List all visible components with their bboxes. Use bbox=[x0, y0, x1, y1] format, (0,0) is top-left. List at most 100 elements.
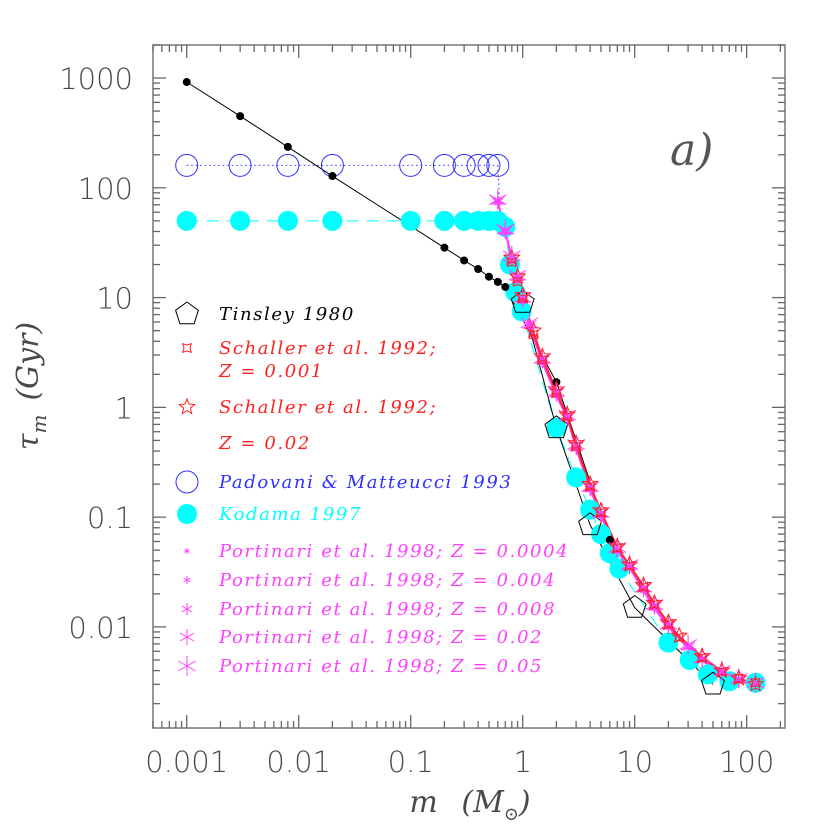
legend-label-1: Tinsley 1980 bbox=[219, 304, 355, 325]
asterisk-stroke bbox=[496, 223, 515, 235]
data-point-series-2 bbox=[551, 388, 562, 399]
data-point-series-3 bbox=[634, 575, 653, 593]
legend-marker-1 bbox=[175, 301, 199, 325]
asterisk-stroke bbox=[488, 194, 507, 206]
data-point-series-5 bbox=[580, 499, 601, 520]
data-point-series-1 bbox=[544, 415, 569, 439]
data-point-series-1 bbox=[622, 594, 647, 618]
data-point-series-4 bbox=[276, 153, 300, 177]
y-tick-labels: 0.01 0.1 1 10 100 1000 bbox=[59, 62, 133, 645]
data-point-series-10 bbox=[496, 219, 515, 240]
x-tick-label: 0.1 bbox=[388, 745, 434, 779]
data-point-series-2 bbox=[571, 441, 582, 452]
legend-label-2: Schaller et al. 1992; bbox=[219, 338, 437, 359]
data-point-series-10 bbox=[712, 660, 731, 681]
data-point-series-0 bbox=[236, 112, 245, 121]
asterisk-stroke bbox=[712, 665, 731, 677]
data-point-series-2 bbox=[512, 276, 523, 287]
legend-label-4: Padovani & Matteucci 1993 bbox=[218, 472, 512, 493]
data-point-series-1 bbox=[578, 512, 603, 536]
legend-label-6: Portinari et al. 1998; Z = 0.0004 bbox=[218, 541, 569, 562]
series-markers bbox=[175, 78, 766, 695]
data-point-series-10 bbox=[547, 381, 566, 402]
y-label-unit: (Gyr) bbox=[11, 322, 46, 401]
data-point-series-4 bbox=[466, 153, 490, 177]
data-point-series-0 bbox=[460, 256, 469, 265]
legend-label-5: Kodama 1997 bbox=[218, 504, 362, 525]
asterisk-stroke bbox=[533, 352, 552, 364]
x-label-unit-sub: ⊙ bbox=[504, 804, 519, 825]
series-line-1 bbox=[522, 302, 714, 685]
data-point-series-5 bbox=[230, 210, 251, 231]
x-label-close: ) bbox=[518, 785, 531, 820]
y-label-symbol: τ bbox=[11, 433, 46, 450]
x-tick-label: 0.01 bbox=[266, 745, 331, 779]
data-point-series-10 bbox=[729, 668, 748, 689]
data-point-series-0 bbox=[182, 78, 191, 87]
asterisk-stroke bbox=[183, 577, 191, 583]
data-point-series-10 bbox=[533, 348, 552, 369]
asterisk-stroke bbox=[620, 559, 639, 570]
data-point-series-4 bbox=[477, 153, 501, 177]
x-tick-labels: 0.001 0.01 0.1 1 10 100 bbox=[145, 745, 774, 779]
data-point-series-4 bbox=[175, 153, 199, 177]
data-point-series-5 bbox=[679, 649, 700, 670]
y-tick-label: 100 bbox=[78, 172, 133, 206]
x-tick-label: 10 bbox=[616, 745, 653, 779]
data-point-series-3 bbox=[592, 501, 610, 519]
data-point-series-3 bbox=[729, 669, 748, 686]
asterisk-stroke bbox=[645, 599, 664, 610]
data-point-series-5 bbox=[434, 210, 455, 231]
x-label-open: ( bbox=[461, 785, 474, 820]
data-point-series-2 bbox=[517, 293, 528, 304]
x-label-symbol: m bbox=[409, 785, 437, 820]
legend-label-7: Portinari et al. 1998; Z = 0.004 bbox=[218, 570, 556, 591]
x-tick-label: 100 bbox=[719, 745, 774, 779]
legend-marker-6 bbox=[184, 548, 190, 554]
y-tick-label: 1000 bbox=[59, 62, 133, 96]
data-point-series-0 bbox=[484, 272, 493, 281]
data-point-series-10 bbox=[488, 189, 507, 210]
data-point-series-0 bbox=[493, 277, 502, 286]
data-point-series-0 bbox=[328, 172, 337, 181]
y-tick-label: 10 bbox=[96, 282, 133, 316]
data-point-series-1 bbox=[510, 289, 535, 313]
legend-label-2: Z = 0.001 bbox=[218, 361, 324, 382]
data-point-series-10 bbox=[567, 434, 586, 455]
data-point-series-3 bbox=[620, 555, 639, 573]
data-point-series-5 bbox=[546, 417, 567, 438]
series-line-3 bbox=[511, 257, 756, 685]
legend-marker-9 bbox=[179, 629, 195, 645]
legend-label-9: Portinari et al. 1998; Z = 0.02 bbox=[218, 627, 543, 648]
data-point-series-5 bbox=[322, 210, 343, 231]
data-point-series-3 bbox=[746, 674, 765, 692]
x-tick-label: 0.001 bbox=[145, 745, 228, 779]
y-tick-label: 1 bbox=[115, 391, 133, 425]
data-point-series-5 bbox=[454, 210, 475, 231]
y-tick-label: 0.1 bbox=[87, 501, 133, 535]
data-point-series-0 bbox=[474, 265, 483, 274]
y-tick-label: 0.01 bbox=[68, 611, 133, 645]
legend-label-3: Schaller et al. 1992; bbox=[219, 397, 437, 418]
data-point-series-3 bbox=[608, 537, 627, 555]
data-point-series-4 bbox=[228, 153, 252, 177]
data-point-series-5 bbox=[277, 210, 298, 231]
data-point-series-3 bbox=[693, 646, 711, 664]
asterisk-stroke bbox=[184, 549, 190, 553]
legend-marker-5 bbox=[177, 504, 197, 524]
data-point-series-2 bbox=[537, 355, 548, 365]
data-point-series-0 bbox=[440, 243, 449, 252]
asterisk-stroke bbox=[508, 269, 527, 281]
data-point-series-3 bbox=[645, 593, 664, 611]
data-point-series-5 bbox=[566, 467, 587, 488]
axis-ticks bbox=[152, 44, 785, 728]
y-axis-label: τm (Gyr) bbox=[11, 322, 51, 450]
data-point-series-3 bbox=[581, 474, 599, 492]
x-label-unit: M bbox=[472, 785, 505, 820]
legend-label-3: Z = 0.02 bbox=[218, 433, 311, 454]
data-point-series-0 bbox=[283, 142, 292, 151]
data-point-series-4 bbox=[452, 153, 476, 177]
data-point-series-1 bbox=[700, 671, 725, 695]
